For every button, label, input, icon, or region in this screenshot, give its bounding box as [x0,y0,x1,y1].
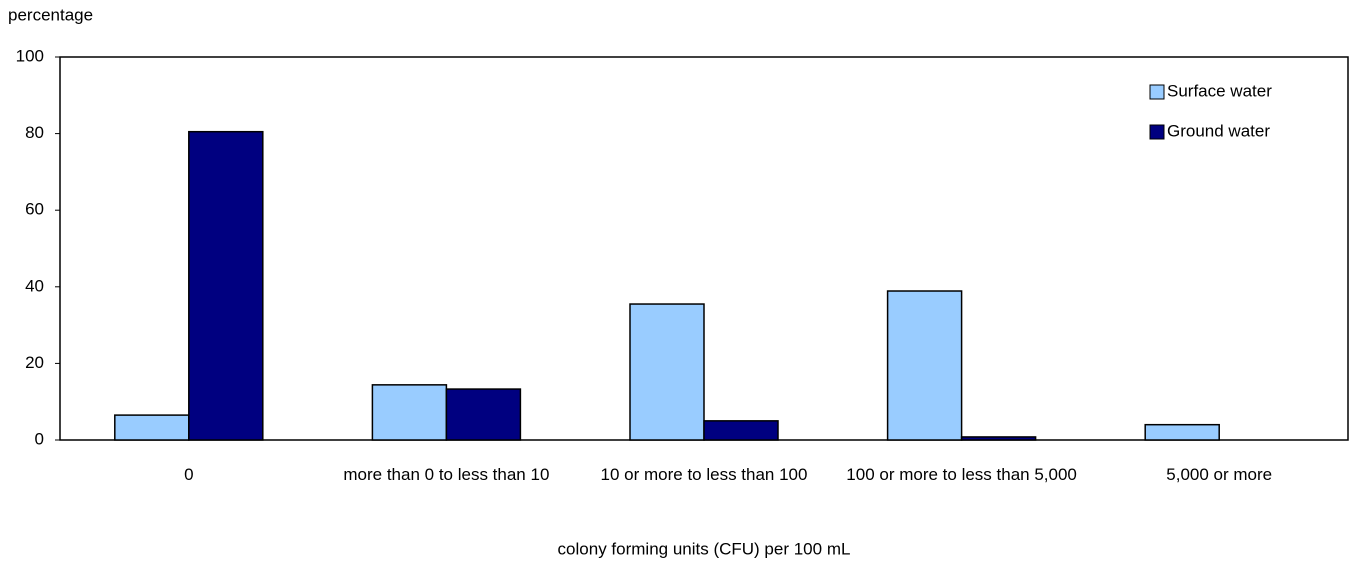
y-tick-label: 100 [16,46,44,65]
x-axis-title: colony forming units (CFU) per 100 mL [558,539,851,558]
x-tick-label: 5,000 or more [1166,465,1273,484]
bar [629,303,705,441]
y-tick-label: 20 [25,353,44,372]
bar [188,130,264,441]
bar [886,290,963,441]
bar [114,414,190,441]
legend-label: Ground water [1167,121,1270,140]
legend-swatch [1149,124,1165,140]
bar [445,388,522,441]
y-tick-label: 80 [25,123,44,142]
x-tick-label: 100 or more to less than 5,000 [846,465,1077,484]
x-tick-label: more than 0 to less than 10 [343,465,550,484]
bar [703,420,779,441]
bar [960,436,1037,441]
bar [1144,423,1220,441]
legend-label: Surface water [1167,81,1272,100]
x-tick-label: 10 or more to less than 100 [600,465,808,484]
y-tick-label: 60 [25,200,44,219]
legend-swatch [1149,84,1165,100]
y-axis-title: percentage [8,5,93,24]
x-tick-label: 0 [184,465,194,484]
y-tick-label: 40 [25,276,44,295]
y-tick-label: 0 [35,429,44,448]
bar [371,384,448,441]
